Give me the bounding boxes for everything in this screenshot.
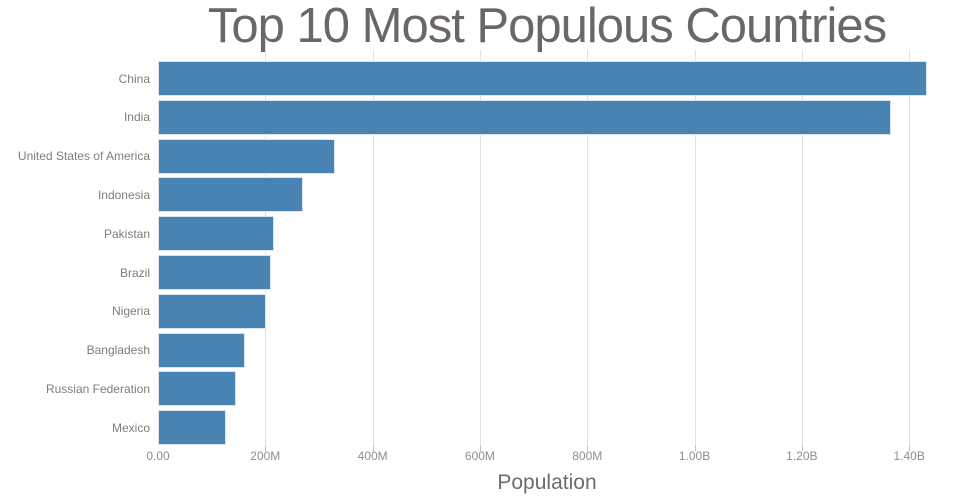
x-tick-mark — [372, 446, 374, 451]
bar-china — [158, 61, 928, 96]
x-axis-title: Population — [497, 471, 597, 494]
x-tick-label: 400M — [357, 449, 388, 463]
x-tick-mark — [909, 446, 911, 451]
bar-united-states-of-america — [158, 138, 335, 174]
x-tick-label: 800M — [572, 449, 603, 463]
bar-brazil — [158, 255, 272, 290]
y-axis-label: Brazil — [119, 265, 150, 280]
gridline — [587, 50, 589, 446]
y-axis-label: Mexico — [111, 420, 150, 435]
y-axis-label: United States of America — [17, 149, 150, 164]
y-axis-label: China — [118, 71, 150, 86]
gridline — [479, 50, 481, 446]
y-axis-label: Nigeria — [111, 304, 150, 319]
bar-mexico — [158, 410, 227, 446]
y-axis-label: Indonesia — [97, 187, 150, 202]
gridline — [694, 50, 696, 446]
chart-title: Top 10 Most Populous Countries — [207, 0, 887, 53]
plot-area — [158, 50, 936, 451]
y-axis-label: Bangladesh — [86, 343, 150, 358]
x-tick-mark — [479, 446, 481, 451]
bar-india — [158, 99, 892, 135]
bar-nigeria — [158, 293, 266, 329]
x-tick-label: 600M — [464, 449, 495, 463]
x-tick-label: 1.40B — [893, 449, 925, 463]
x-tick-label: 0.00 — [146, 449, 170, 463]
x-tick-mark — [265, 446, 267, 451]
bar-pakistan — [158, 216, 275, 252]
x-tick-label: 1.00B — [678, 449, 711, 463]
gridline — [801, 50, 803, 446]
y-axis-label: Pakistan — [103, 226, 150, 241]
x-tick-mark — [587, 446, 589, 451]
bar-indonesia — [158, 177, 304, 213]
x-tick-label: 1.20B — [786, 449, 818, 463]
bar-bangladesh — [158, 332, 246, 368]
y-axis-label: Russian Federation — [45, 381, 150, 396]
x-tick-mark — [694, 446, 696, 451]
gridline — [909, 50, 911, 446]
y-axis-label: India — [123, 110, 150, 125]
gridline — [372, 50, 374, 446]
bar-russian-federation — [158, 371, 237, 407]
x-tick-label: 200M — [250, 449, 281, 463]
x-tick-mark — [801, 446, 803, 451]
